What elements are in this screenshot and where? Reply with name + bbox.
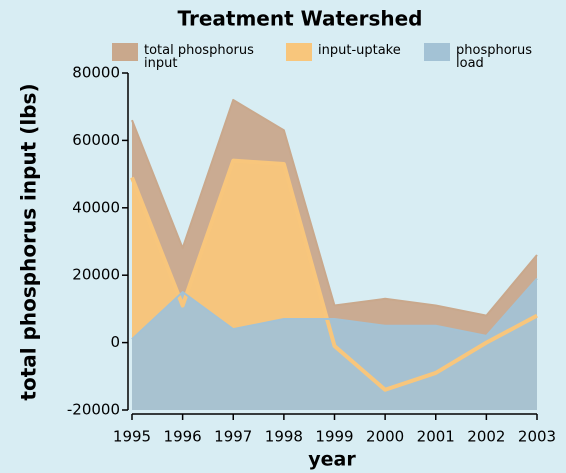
- x-tick-label: 2002: [467, 428, 505, 446]
- y-tick-label: 0: [110, 333, 120, 351]
- y-tick-label: 80000: [72, 64, 120, 82]
- y-tick-label: 40000: [72, 198, 120, 216]
- legend-swatch: [424, 43, 450, 61]
- x-tick-label: 1999: [315, 428, 353, 446]
- legend-label: total phosphorus input: [144, 43, 254, 71]
- x-tick-label: 1996: [164, 428, 202, 446]
- x-tick-label: 2001: [417, 428, 455, 446]
- legend-swatch: [286, 43, 312, 61]
- legend-label: phosphorus load: [456, 43, 532, 71]
- x-axis-label: year: [308, 449, 356, 471]
- y-tick-label: 20000: [72, 266, 120, 284]
- series-line: [131, 98, 538, 317]
- chart-title: Treatment Watershed: [178, 7, 423, 31]
- x-tick-label: 1995: [113, 428, 151, 446]
- x-tick-label: 2003: [518, 428, 556, 446]
- x-tick-label: 1998: [265, 428, 303, 446]
- x-tick-label: 1997: [214, 428, 252, 446]
- x-tick-label: 2000: [366, 428, 404, 446]
- series-line: [130, 158, 538, 392]
- legend-label: input-uptake: [318, 43, 401, 58]
- legend-swatch: [112, 43, 138, 61]
- series-line: [131, 277, 538, 340]
- y-axis-label: total phosphorus input (lbs): [17, 83, 41, 400]
- y-tick-label: 60000: [72, 131, 120, 149]
- y-tick-label: -20000: [67, 401, 120, 419]
